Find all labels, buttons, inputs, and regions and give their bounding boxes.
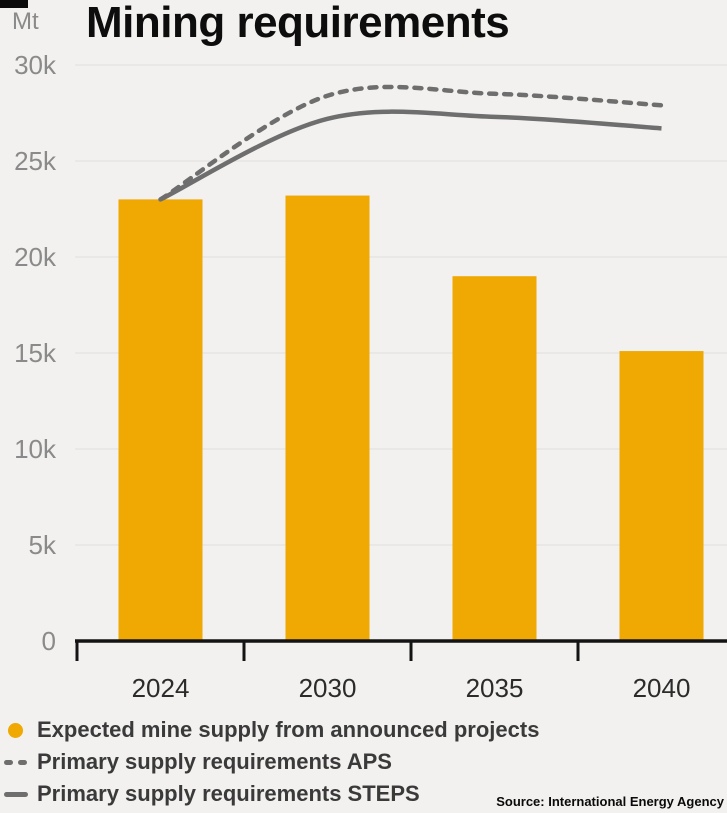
line-steps (159, 109, 662, 202)
chart-plot-area: 0 5k 10k 15k 20k 25k 30k 2024 2030 2035 2040 (14, 50, 727, 703)
svg-text:5k: 5k (29, 530, 57, 560)
bar-2030 (285, 195, 370, 641)
line-aps (158, 84, 664, 202)
y-axis-unit-label: Mt (12, 8, 39, 35)
legend-label-aps: Primary supply requirements APS (37, 749, 392, 774)
legend-bar-marker (4, 722, 30, 738)
legend-item-steps: Primary supply requirements STEPS (0, 778, 727, 810)
x-axis (75, 639, 727, 661)
legend-item-mine-supply: Expected mine supply from announced proj… (0, 714, 727, 746)
svg-text:0: 0 (42, 626, 56, 656)
legend-dashed-line-marker (4, 759, 30, 765)
svg-text:2040: 2040 (633, 673, 691, 703)
bar-2040 (619, 351, 704, 641)
y-tick-labels: 0 5k 10k 15k 20k 25k 30k (14, 50, 57, 656)
svg-text:20k: 20k (14, 242, 57, 272)
dashed-line-icon (4, 759, 27, 765)
svg-text:2030: 2030 (299, 673, 357, 703)
solid-line-icon (4, 791, 28, 797)
svg-text:2024: 2024 (132, 673, 190, 703)
legend-solid-line-marker (4, 791, 30, 797)
chart-legend: Expected mine supply from announced proj… (0, 714, 727, 810)
chart-title: Mining requirements (86, 0, 510, 47)
bar-2024 (118, 199, 203, 641)
corner-crop-mark (0, 0, 28, 8)
svg-text:15k: 15k (14, 338, 57, 368)
x-tick-labels: 2024 2030 2035 2040 (132, 673, 691, 703)
orange-dot-icon (8, 722, 23, 738)
svg-text:2035: 2035 (466, 673, 524, 703)
legend-label-steps: Primary supply requirements STEPS (37, 781, 420, 806)
svg-text:30k: 30k (14, 50, 57, 80)
bars-mine-supply (118, 195, 704, 641)
bar-2035 (452, 276, 537, 641)
legend-item-aps: Primary supply requirements APS (0, 746, 727, 778)
svg-text:25k: 25k (14, 146, 57, 176)
svg-text:10k: 10k (14, 434, 57, 464)
legend-label-mine-supply: Expected mine supply from announced proj… (37, 717, 540, 742)
source-attribution: Source: International Energy Agency (496, 794, 724, 809)
